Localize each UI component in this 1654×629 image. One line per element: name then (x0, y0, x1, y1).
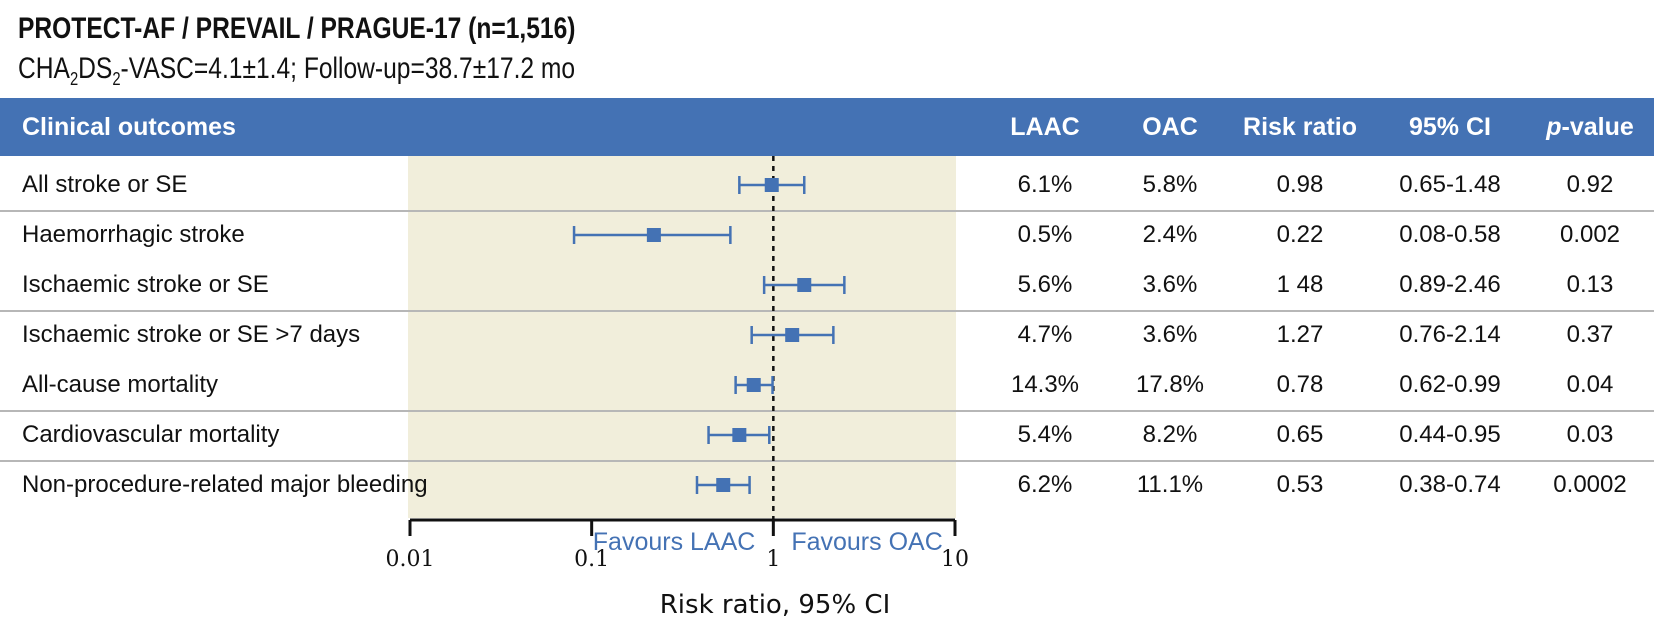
subtitle-mid: DS (78, 52, 113, 85)
point-estimate (797, 278, 812, 292)
cell-risk-ratio: 0.53 (1276, 471, 1324, 498)
row-divider (0, 210, 1654, 212)
row-label: Ischaemic stroke or SE >7 days (22, 321, 361, 348)
p-italic: p (1546, 113, 1562, 141)
cell-oac: 5.8% (1142, 171, 1198, 198)
row-label: Haemorrhagic stroke (22, 221, 245, 248)
subtitle-post: -VASC=4.1±1.4; Follow-up=38.7±17.2 mo (120, 52, 576, 85)
cell-ci: 0.38-0.74 (1399, 471, 1501, 498)
cell-oac: 3.6% (1142, 321, 1198, 348)
cell-risk-ratio: 0.98 (1276, 171, 1324, 198)
table-header-bar (0, 98, 1654, 156)
cell-oac: 8.2% (1142, 421, 1198, 448)
forest-point (707, 426, 771, 444)
col-header-outcome: Clinical outcomes (22, 113, 236, 141)
col-header-ci: 95% CI (1409, 113, 1491, 141)
row-label: Non-procedure-related major bleeding (22, 471, 428, 498)
cell-p-value: 0.13 (1566, 271, 1614, 298)
cell-risk-ratio: 1.27 (1276, 321, 1324, 348)
cell-ci: 0.65-1.48 (1399, 171, 1501, 198)
cell-p-value: 0.92 (1566, 171, 1614, 198)
plot-band (408, 156, 956, 518)
cell-risk-ratio: 0.78 (1276, 371, 1324, 398)
cell-p-value: 0.0002 (1553, 471, 1627, 498)
row-divider (0, 310, 1654, 312)
chart-title: PROTECT-AF / PREVAIL / PRAGUE-17 (n=1,51… (18, 12, 576, 45)
cell-laac: 0.5% (1017, 221, 1073, 248)
row-divider (0, 410, 1654, 412)
forest-point (750, 326, 835, 344)
cell-laac: 4.7% (1017, 321, 1073, 348)
subtitle-sub-1: 2 (69, 69, 79, 89)
cell-risk-ratio: 0.22 (1276, 221, 1324, 248)
row-divider (0, 460, 1654, 462)
cell-p-value: 0.002 (1559, 221, 1621, 248)
cell-ci: 0.08-0.58 (1399, 221, 1501, 248)
col-header-p-value: p-value (1530, 98, 1650, 156)
forest-point (572, 226, 732, 244)
forest-point (734, 376, 774, 394)
point-estimate (716, 478, 731, 492)
cell-ci: 0.76-2.14 (1399, 321, 1501, 348)
forest-point (738, 176, 806, 194)
cell-laac: 5.4% (1017, 421, 1073, 448)
row-label: All-cause mortality (22, 371, 219, 398)
subtitle-sub-2: 2 (112, 69, 121, 89)
favours-laac-label: Favours LAAC (593, 528, 756, 556)
col-header-oac: OAC (1142, 113, 1198, 141)
forest-point (695, 476, 751, 494)
cell-laac: 5.6% (1017, 271, 1073, 298)
subtitle-pre: CHA (18, 52, 70, 85)
cell-oac: 11.1% (1136, 471, 1204, 498)
cell-oac: 3.6% (1142, 271, 1198, 298)
cell-ci: 0.44-0.95 (1399, 421, 1501, 448)
row-label: Cardiovascular mortality (22, 421, 280, 448)
col-header-laac: LAAC (1010, 113, 1080, 141)
point-estimate (732, 428, 747, 442)
cell-risk-ratio: 1 48 (1276, 271, 1324, 298)
x-axis-title: Risk ratio, 95% CI (659, 590, 891, 620)
favours-oac-label: Favours OAC (791, 528, 942, 556)
cell-laac: 14.3% (1010, 371, 1080, 398)
point-estimate (764, 178, 779, 192)
p-rest: -value (1561, 113, 1634, 141)
row-label: Ischaemic stroke or SE (22, 271, 269, 298)
cell-laac: 6.2% (1017, 471, 1073, 498)
cell-ci: 0.89-2.46 (1399, 271, 1501, 298)
point-estimate (646, 228, 661, 242)
point-estimate (785, 328, 800, 342)
forest-point (762, 276, 846, 294)
x-tick-label: 10 (941, 547, 969, 572)
cell-laac: 6.1% (1017, 171, 1073, 198)
cell-p-value: 0.37 (1566, 321, 1614, 348)
point-estimate (746, 378, 761, 392)
x-tick-label: 1 (766, 547, 780, 572)
cell-p-value: 0.04 (1566, 371, 1614, 398)
cell-oac: 2.4% (1142, 221, 1198, 248)
cell-p-value: 0.03 (1566, 421, 1614, 448)
cell-oac: 17.8% (1135, 371, 1205, 398)
chart-subtitle: CHA2DS2-VASC=4.1±1.4; Follow-up=38.7±17.… (18, 52, 575, 90)
col-header-risk-ratio: Risk ratio (1243, 113, 1357, 141)
x-tick-label: 0.01 (386, 547, 435, 572)
cell-ci: 0.62-0.99 (1399, 371, 1501, 398)
x-tick-label: 0.1 (574, 547, 609, 572)
cell-risk-ratio: 0.65 (1276, 421, 1324, 448)
row-label: All stroke or SE (22, 171, 188, 198)
